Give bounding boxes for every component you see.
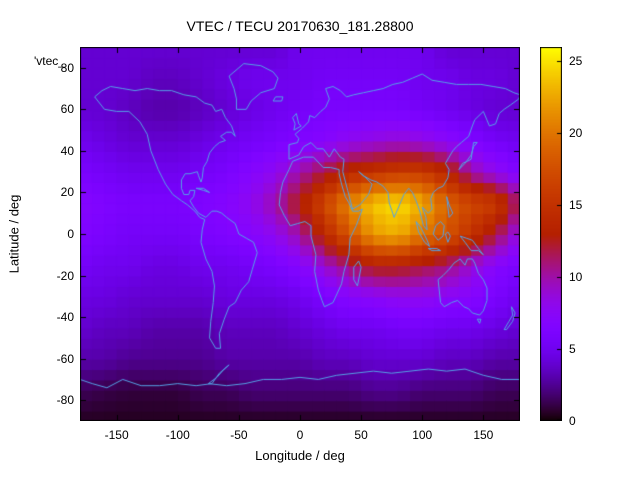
y-tick-label: 40: [60, 143, 74, 158]
x-tick-label: -50: [230, 428, 248, 442]
colorbar-tick-label: 25: [569, 54, 583, 69]
tec-heatmap-canvas: [80, 47, 520, 421]
key-label: 'vtec_: [34, 54, 65, 68]
colorbar-canvas: [540, 47, 562, 421]
y-tick-label: -60: [56, 351, 74, 366]
y-tick-label: -80: [56, 393, 74, 408]
x-tick-label: 150: [473, 428, 494, 442]
colorbar-tick-label: 5: [569, 342, 576, 357]
x-axis-label: Longitude / deg: [255, 448, 345, 463]
y-tick-label: 80: [60, 60, 74, 75]
colorbar-tick-label: 20: [569, 126, 583, 141]
x-tick-label: -100: [165, 428, 190, 442]
x-tick-label: 0: [296, 428, 304, 442]
colorbar-tick-label: 10: [569, 270, 583, 285]
y-tick-label: 60: [60, 102, 74, 117]
colorbar-tick-label: 15: [569, 198, 583, 213]
y-axis-label: Latitude / deg: [6, 194, 22, 274]
chart-title: VTEC / TECU 20170630_181.28800: [186, 18, 414, 34]
y-tick-label: 20: [60, 185, 74, 200]
x-tick-label: 50: [354, 428, 368, 442]
x-tick-label: 100: [412, 428, 433, 442]
y-tick-label: -20: [56, 268, 74, 283]
y-tick-label: 0: [67, 227, 74, 241]
x-tick-label: -150: [104, 428, 129, 442]
y-tick-label: -40: [56, 310, 74, 325]
colorbar-tick-label: 0: [569, 414, 576, 428]
